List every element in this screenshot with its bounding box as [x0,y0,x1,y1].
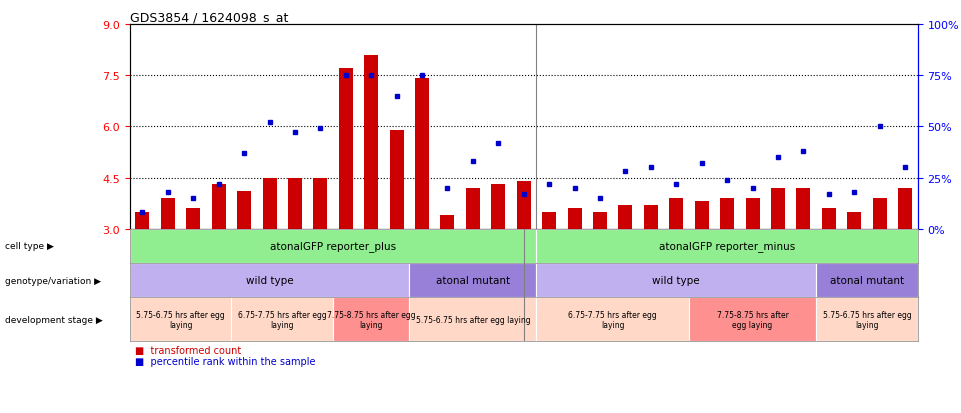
Bar [619,205,632,229]
Bar [695,202,708,229]
Bar [491,185,505,229]
Bar [644,205,658,229]
Text: 6.75-7.75 hrs after egg
laying: 6.75-7.75 hrs after egg laying [568,310,657,329]
Text: 5.75-6.75 hrs after egg
laying: 5.75-6.75 hrs after egg laying [823,310,911,329]
Text: 5.75-6.75 hrs after egg laying: 5.75-6.75 hrs after egg laying [415,315,530,324]
Bar [339,69,353,229]
Text: 5.75-6.75 hrs after egg
laying: 5.75-6.75 hrs after egg laying [136,310,225,329]
Text: wild type: wild type [653,275,700,286]
Bar [313,178,328,229]
Bar [593,212,607,229]
Text: cell type ▶: cell type ▶ [5,242,54,251]
Bar [136,212,150,229]
Bar [816,263,918,298]
Bar [816,298,918,341]
Bar [873,199,887,229]
Bar [232,298,333,341]
Bar [409,263,536,298]
Bar [160,199,175,229]
Bar [130,229,536,263]
Bar [389,131,404,229]
Bar [848,212,861,229]
Bar [333,298,409,341]
Bar [720,199,734,229]
Bar [746,199,759,229]
Bar [797,188,810,229]
Bar [517,182,530,229]
Bar [262,178,277,229]
Bar [211,185,226,229]
Text: 7.75-8.75 hrs after
egg laying: 7.75-8.75 hrs after egg laying [717,310,788,329]
Bar [822,209,836,229]
Bar [568,209,581,229]
Bar [130,263,409,298]
Text: genotype/variation ▶: genotype/variation ▶ [5,276,101,285]
Bar [288,178,302,229]
Bar [542,212,556,229]
Bar [466,188,480,229]
Text: ■  percentile rank within the sample: ■ percentile rank within the sample [135,356,315,366]
Text: 6.75-7.75 hrs after egg
laying: 6.75-7.75 hrs after egg laying [238,310,327,329]
Text: ■  transformed count: ■ transformed count [135,346,241,356]
Bar [536,298,689,341]
Bar [899,188,912,229]
Text: atonalGFP reporter_minus: atonalGFP reporter_minus [659,241,796,252]
Bar [771,188,785,229]
Bar [364,55,379,229]
Text: atonal mutant: atonal mutant [436,275,510,286]
Bar [536,263,816,298]
Bar [130,298,232,341]
Bar [409,298,536,341]
Text: 7.75-8.75 hrs after egg
laying: 7.75-8.75 hrs after egg laying [327,310,415,329]
Bar [186,209,200,229]
Text: atonal mutant: atonal mutant [830,275,904,286]
Text: wild type: wild type [246,275,293,286]
Bar [440,216,455,229]
Text: atonalGFP reporter_plus: atonalGFP reporter_plus [270,241,396,252]
Bar [237,192,251,229]
Bar [415,79,429,229]
Text: GDS3854 / 1624098_s_at: GDS3854 / 1624098_s_at [130,11,288,24]
Bar [689,298,816,341]
Bar [669,199,683,229]
Text: development stage ▶: development stage ▶ [5,315,103,324]
Bar [536,229,918,263]
